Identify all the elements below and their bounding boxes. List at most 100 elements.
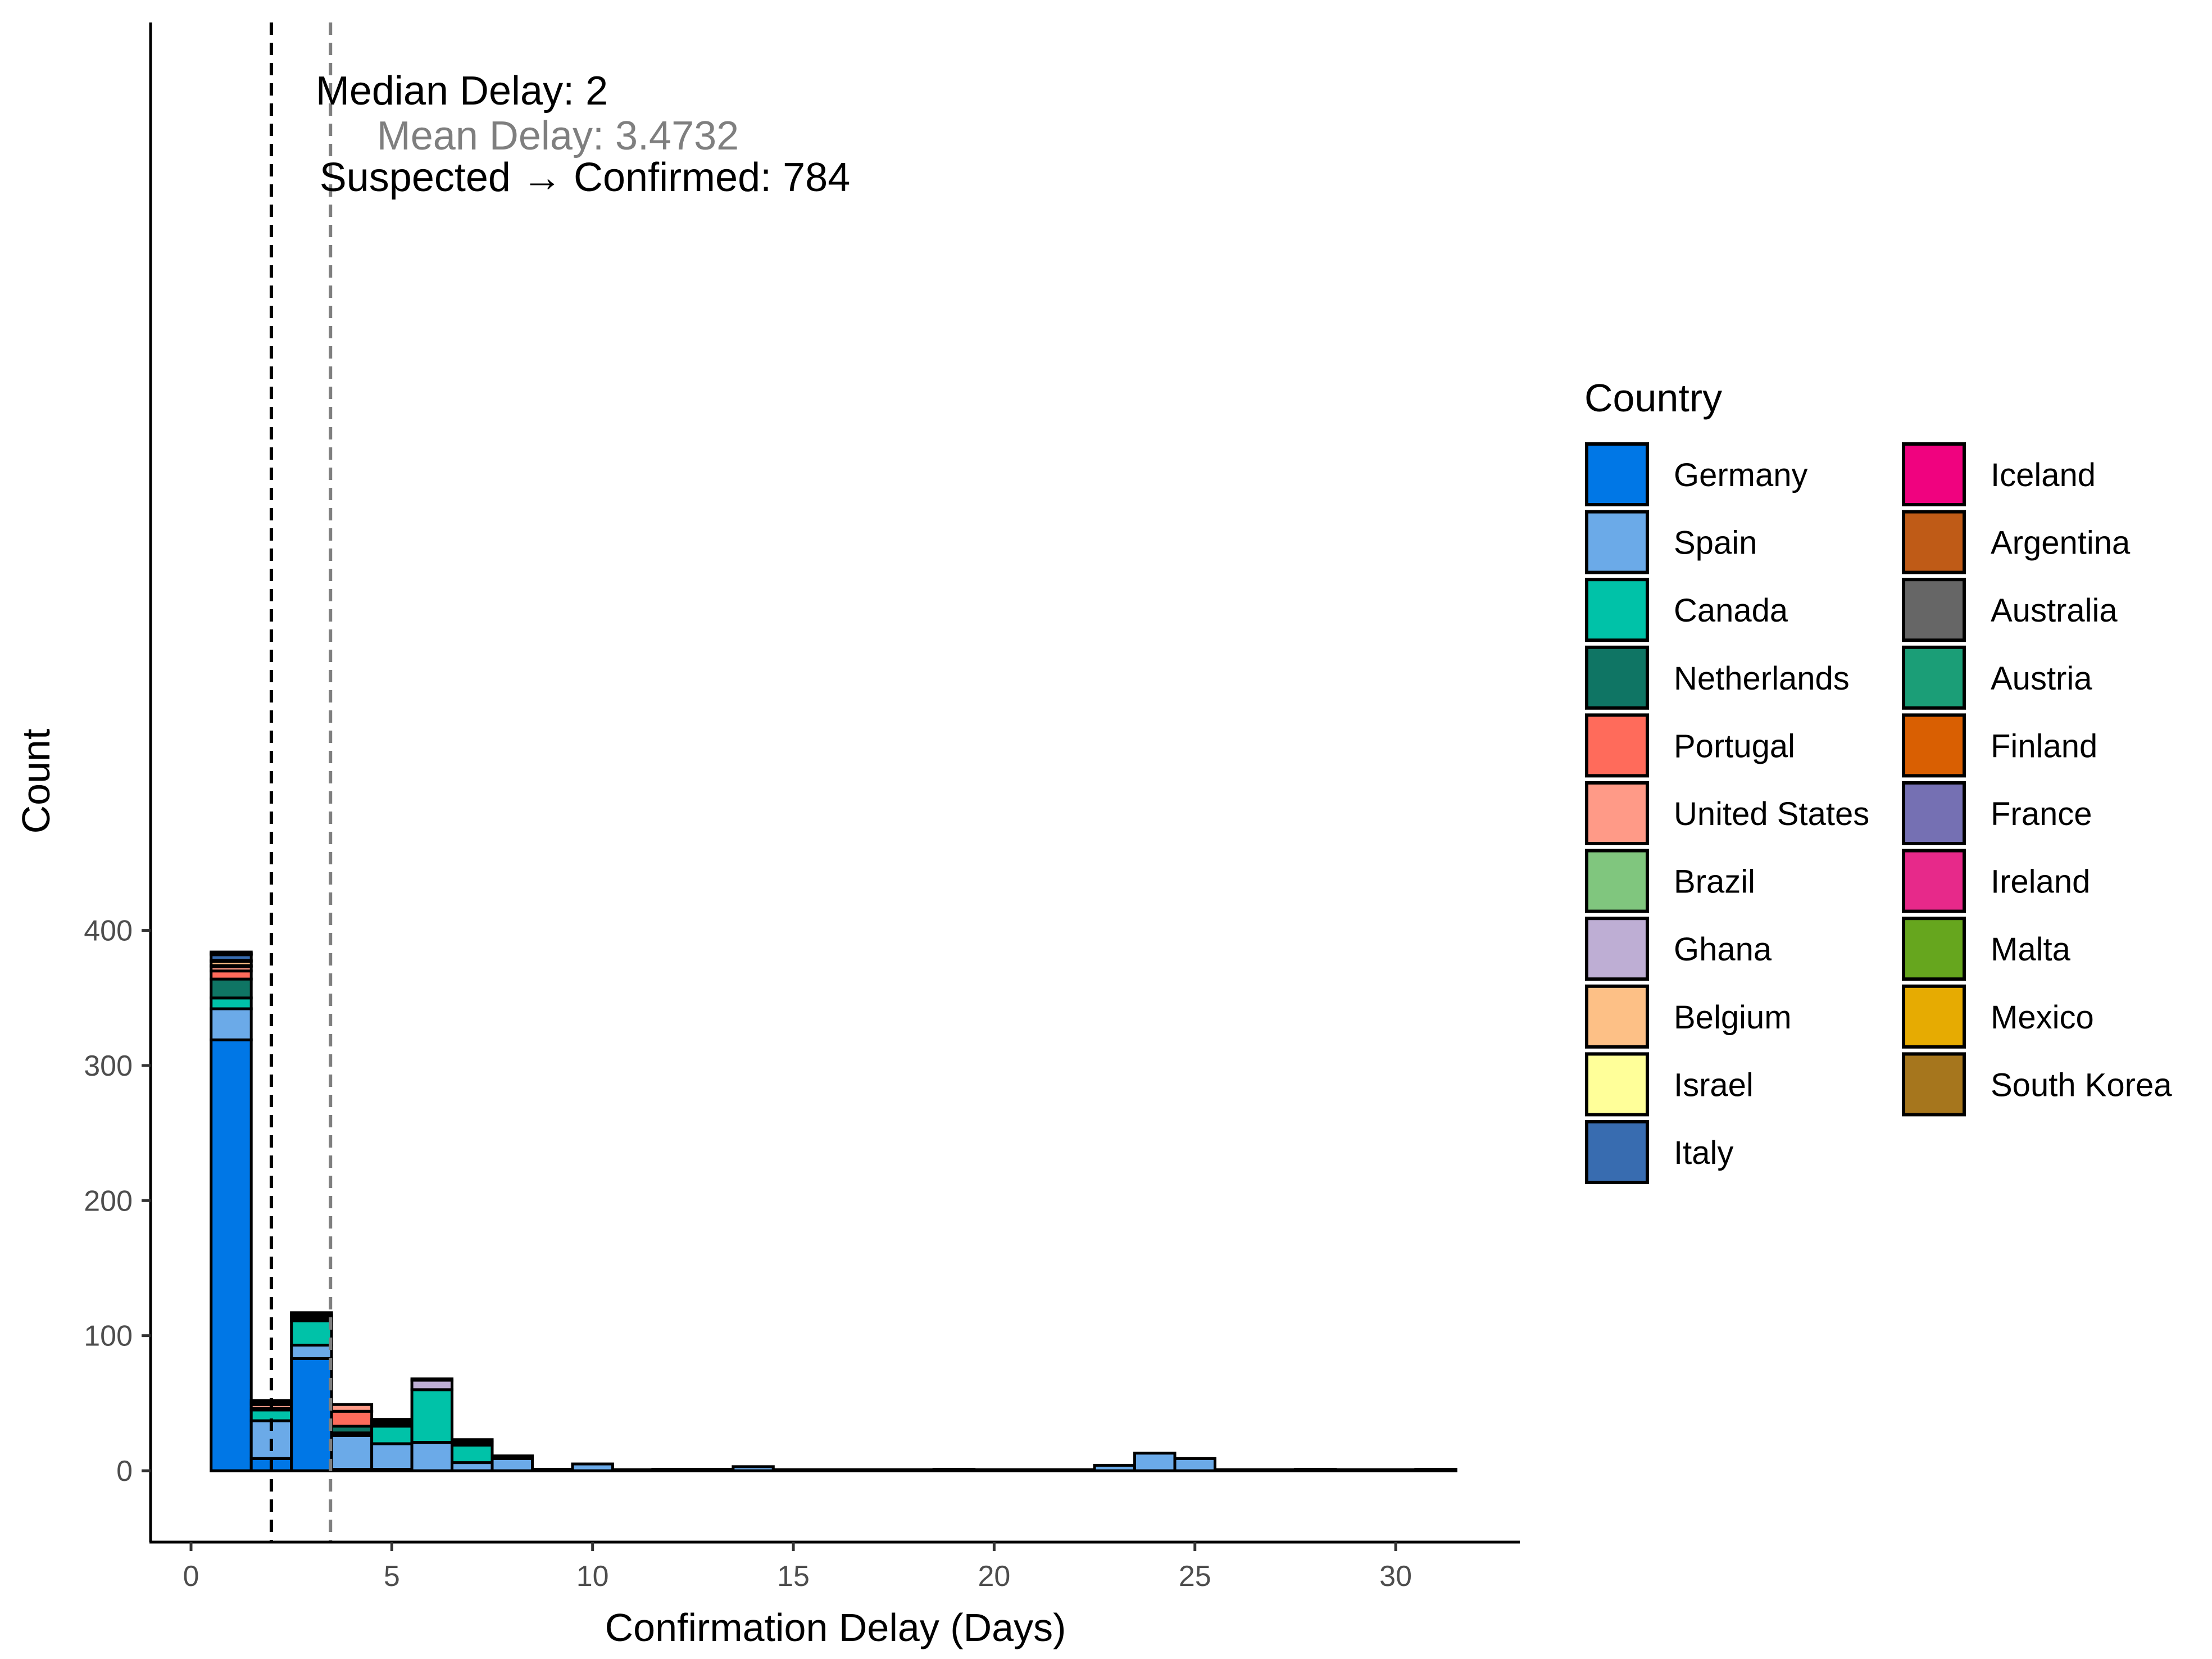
legend-label-belgium: Belgium xyxy=(1674,999,1792,1036)
legend-label-australia: Australia xyxy=(1991,592,2118,629)
legend-key-france xyxy=(1902,781,1966,845)
bar-segment-spain xyxy=(530,1468,574,1472)
y-axis-title: Count xyxy=(14,729,58,834)
bar-segment-spain xyxy=(1414,1468,1457,1472)
bar-segment-spain xyxy=(1012,1468,1056,1472)
legend-title: Country xyxy=(1584,376,1722,420)
legend-items: Germany Spain Canada Netherlands Portugal Uni… xyxy=(1585,442,2172,1184)
legend-key-malta xyxy=(1902,917,1966,981)
x-ticks: 0 5 10 15 20 25 30 xyxy=(183,1542,1412,1593)
bar-segment-austria xyxy=(210,950,253,955)
legend-key-spain xyxy=(1585,510,1649,574)
bar-segment-spain xyxy=(1173,1457,1216,1472)
median-delay-annotation: Median Delay: 2 xyxy=(316,69,608,114)
legend-key-mexico xyxy=(1902,984,1966,1049)
bar-segment-ghana xyxy=(410,1379,454,1391)
legend-label-israel: Israel xyxy=(1674,1067,1754,1103)
y-tick-label: 100 xyxy=(84,1320,133,1353)
legend-label-netherlands: Netherlands xyxy=(1674,660,1850,697)
legend-label-argentina: Argentina xyxy=(1991,525,2131,561)
suspected-confirmed-annotation: Suspected → Confirmed: 784 xyxy=(320,155,851,200)
bar-segment-canada xyxy=(290,1319,333,1347)
bar-segment-spain xyxy=(1253,1468,1297,1472)
legend-label-mexico: Mexico xyxy=(1991,999,2094,1036)
legend-label-iceland: Iceland xyxy=(1991,457,2096,493)
legend-label-finland: Finland xyxy=(1991,728,2097,764)
bar-segment-italy xyxy=(451,1438,494,1443)
y-tick-label: 400 xyxy=(84,915,133,948)
bar-segment-spain xyxy=(490,1457,534,1472)
legend-key-united-states xyxy=(1585,781,1649,845)
bar-segment-spain xyxy=(1093,1463,1137,1472)
bar-segment-germany xyxy=(290,1357,333,1472)
legend-key-australia xyxy=(1902,578,1966,642)
bar-segment-canada xyxy=(370,1425,414,1445)
bar-segment-spain xyxy=(1053,1468,1096,1472)
legend-key-netherlands xyxy=(1585,645,1649,710)
bar-segment-spain xyxy=(812,1468,855,1472)
reference-lines xyxy=(269,22,333,1542)
bar-segment-canada xyxy=(451,1443,494,1465)
legend: Country Germany Spain Canada Netherlands Por… xyxy=(1584,376,2172,1184)
x-tick-label: 0 xyxy=(183,1560,199,1593)
legend-key-argentina xyxy=(1902,510,1966,574)
bar-segment-spain xyxy=(732,1465,775,1472)
legend-label-brazil: Brazil xyxy=(1674,864,1755,900)
legend-key-ireland xyxy=(1902,849,1966,913)
bar-segment-italy xyxy=(290,1311,333,1316)
legend-label-united-states: United States xyxy=(1674,796,1869,832)
legend-label-germany: Germany xyxy=(1674,457,1808,493)
legend-label-portugal: Portugal xyxy=(1674,728,1795,764)
y-tick-label: 0 xyxy=(116,1455,133,1488)
bar-segment-spain xyxy=(370,1442,414,1471)
legend-key-israel xyxy=(1585,1052,1649,1117)
bar-segment-spain xyxy=(1334,1468,1377,1472)
bar-segment-united-states xyxy=(330,1403,374,1413)
bar-segment-spain xyxy=(1213,1468,1257,1472)
bar-segment-spain xyxy=(1133,1452,1177,1472)
x-tick-label: 5 xyxy=(384,1560,400,1593)
legend-label-austria: Austria xyxy=(1991,660,2092,697)
bar-segment-spain xyxy=(290,1343,333,1361)
legend-label-ghana: Ghana xyxy=(1674,931,1772,968)
legend-label-france: France xyxy=(1991,796,2092,832)
legend-label-south-korea: South Korea xyxy=(1991,1067,2172,1103)
legend-label-malta: Malta xyxy=(1991,931,2071,968)
bar-segment-spain xyxy=(973,1468,1016,1472)
legend-key-germany xyxy=(1585,442,1649,506)
x-tick-label: 30 xyxy=(1379,1560,1412,1593)
bar-segment-spain xyxy=(691,1468,735,1472)
bar-segment-spain xyxy=(410,1441,454,1472)
bar-segment-canada xyxy=(210,996,253,1010)
legend-label-ireland: Ireland xyxy=(1991,864,2090,900)
bar-segment-spain xyxy=(1293,1468,1337,1472)
bar-segment-spain xyxy=(611,1468,655,1472)
legend-key-portugal xyxy=(1585,713,1649,778)
legend-label-italy: Italy xyxy=(1674,1135,1733,1171)
x-tick-label: 25 xyxy=(1179,1560,1211,1593)
bar-segment-spain xyxy=(330,1434,374,1471)
plot-bars xyxy=(210,950,1457,1472)
legend-key-finland xyxy=(1902,713,1966,778)
legend-key-ghana xyxy=(1585,917,1649,981)
x-tick-label: 15 xyxy=(777,1560,810,1593)
bar-segment-spain xyxy=(771,1468,815,1472)
axes xyxy=(149,22,1520,1544)
y-ticks: 0 100 200 300 400 xyxy=(84,915,151,1488)
legend-label-spain: Spain xyxy=(1674,525,1757,561)
annotations: Median Delay: 2 Mean Delay: 3.4732 Suspe… xyxy=(316,69,850,200)
legend-key-belgium xyxy=(1585,984,1649,1049)
bar-segment-spain xyxy=(1374,1468,1418,1472)
legend-key-south-korea xyxy=(1902,1052,1966,1117)
bar-segment-netherlands xyxy=(210,977,253,1000)
bar-segment-spain xyxy=(852,1468,896,1472)
bar-segment-spain xyxy=(571,1462,614,1472)
legend-key-austria xyxy=(1902,645,1966,710)
bar-segment-spain xyxy=(210,1007,253,1041)
legend-label-canada: Canada xyxy=(1674,592,1788,629)
mean-delay-annotation: Mean Delay: 3.4732 xyxy=(377,114,739,158)
bar-segment-italy xyxy=(370,1418,414,1422)
legend-key-iceland xyxy=(1902,442,1966,506)
x-tick-label: 10 xyxy=(576,1560,609,1593)
